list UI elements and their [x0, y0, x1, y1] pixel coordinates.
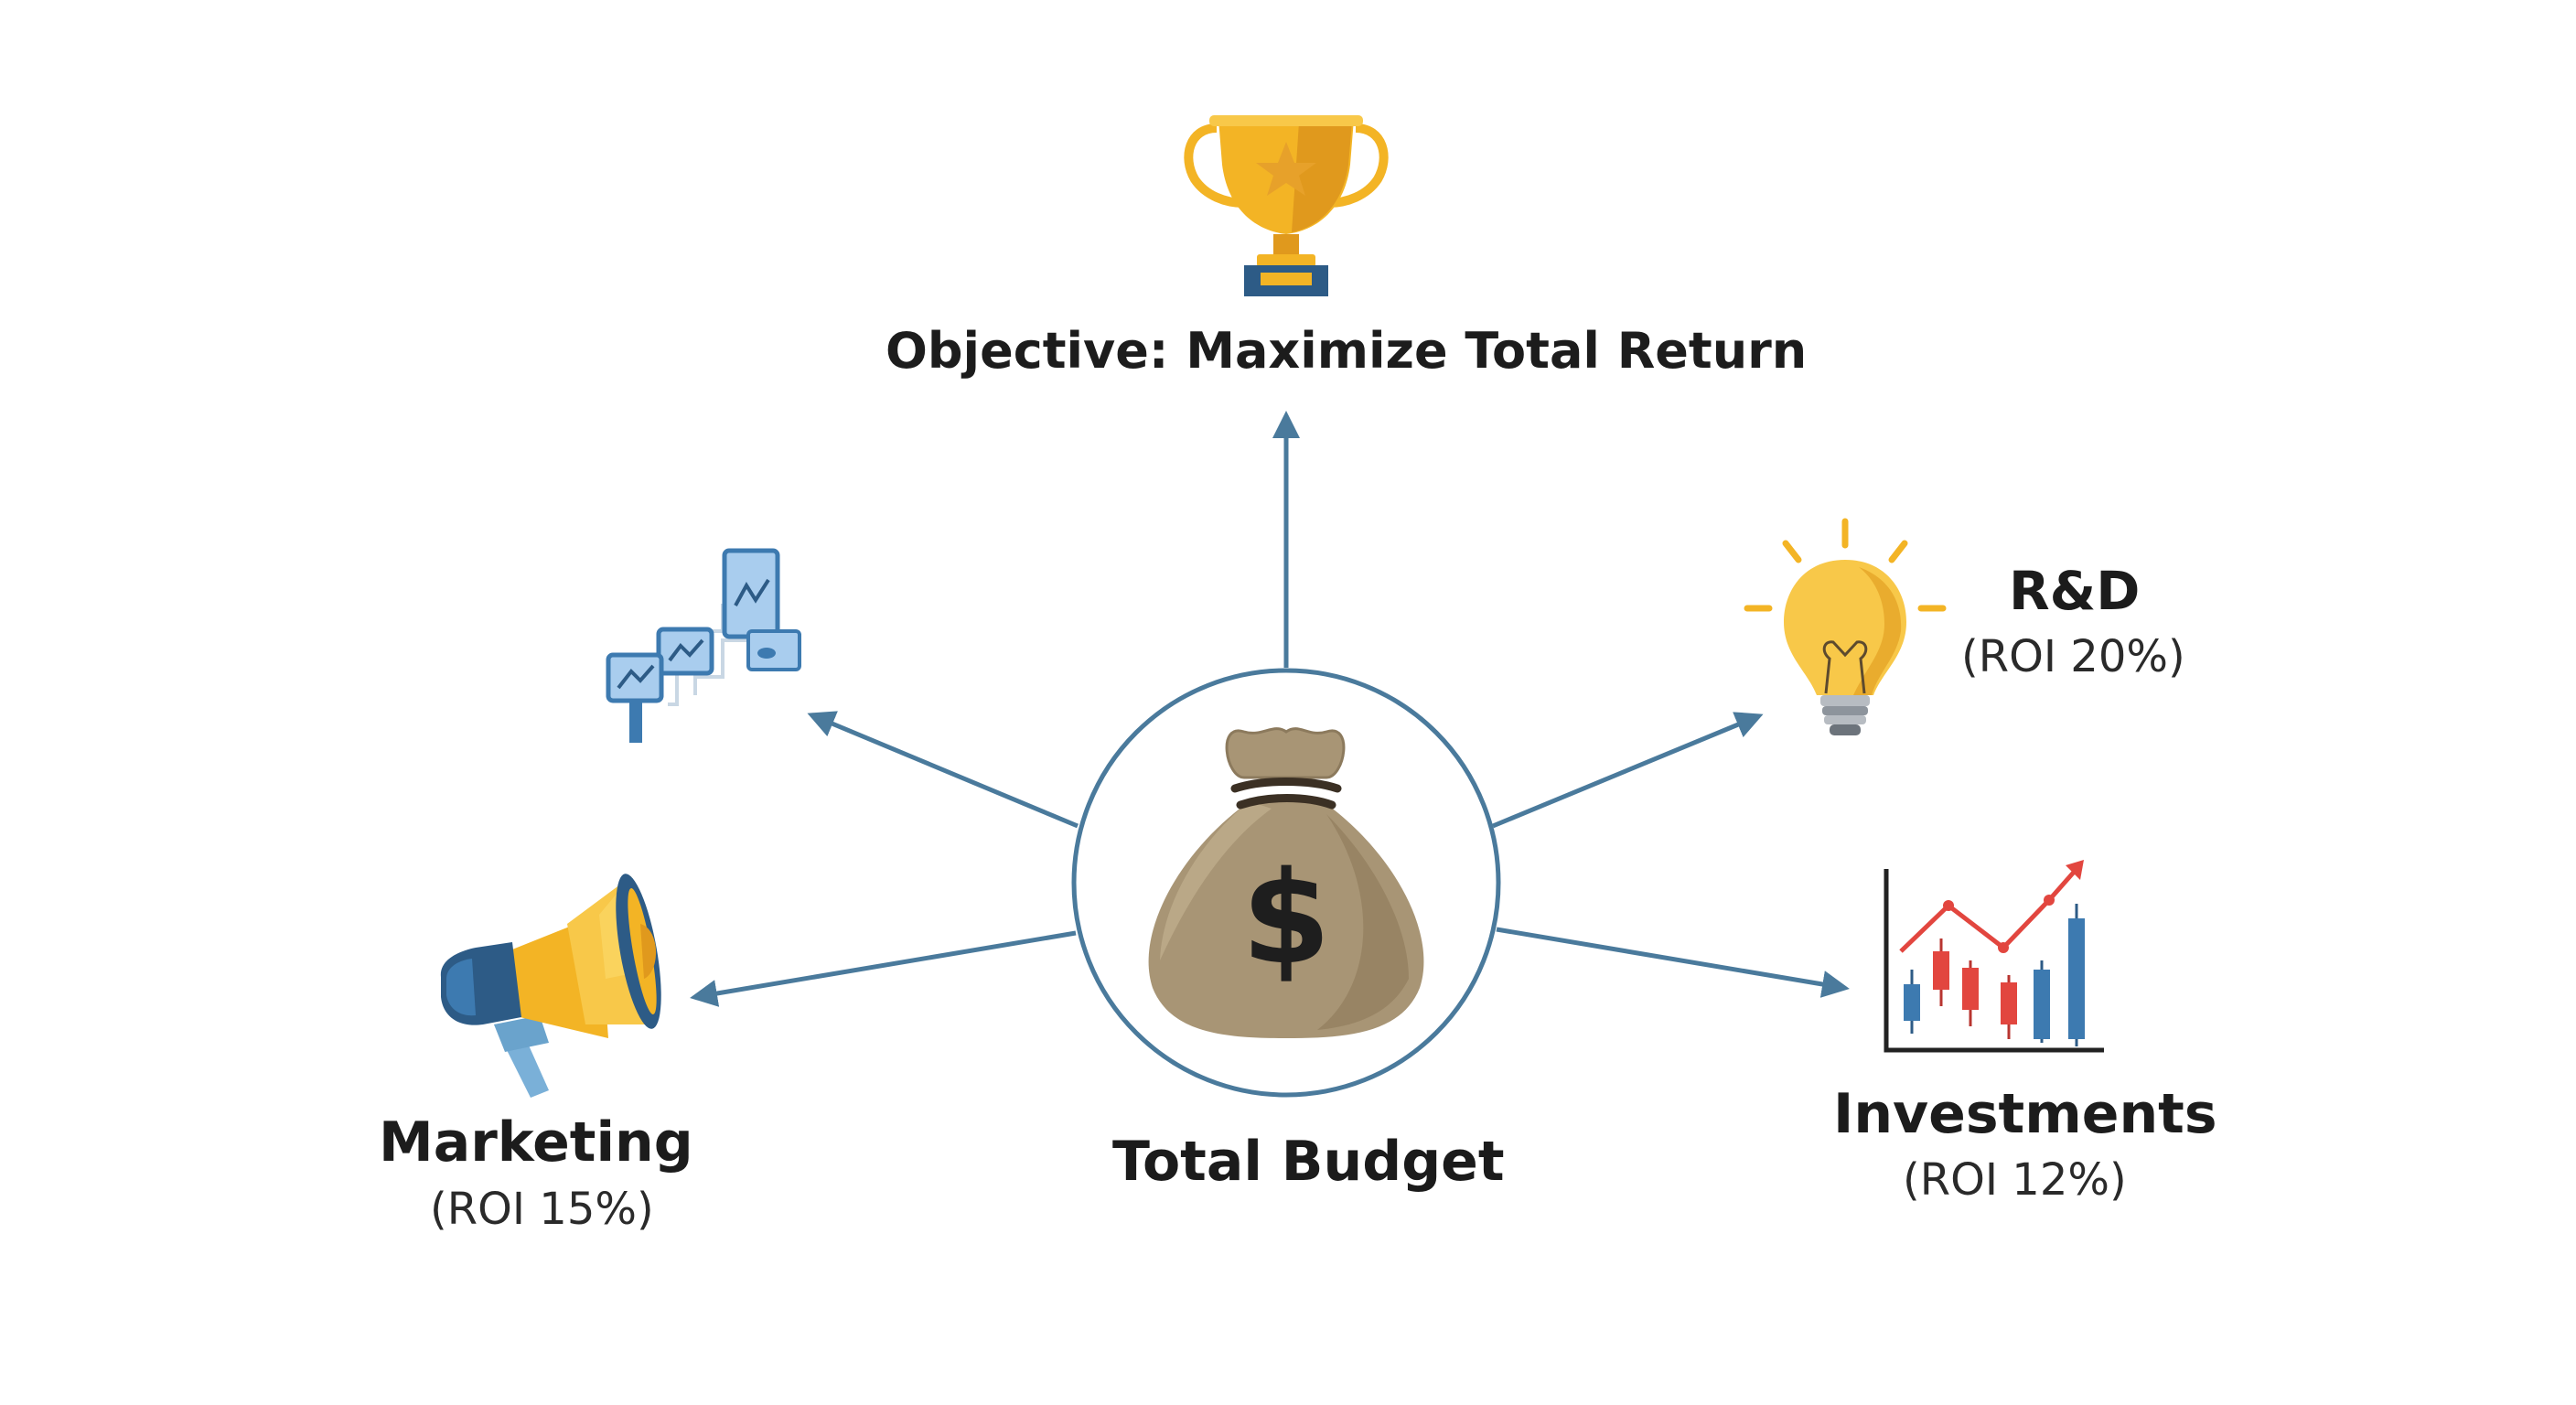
arrow-to-investments	[1496, 927, 1850, 998]
svg-text:$: $	[1241, 844, 1330, 993]
connected-charts-icon	[606, 548, 801, 743]
rd-label: R&D	[2009, 560, 2141, 622]
arrows	[690, 411, 1850, 1007]
marketing-roi-label: (ROI 15%)	[430, 1184, 654, 1235]
lightbulb-icon	[1744, 518, 1947, 735]
arrow-to-charts	[807, 711, 1079, 829]
money-bag-icon: $	[1148, 727, 1424, 1038]
arrow-to-rd	[1492, 712, 1764, 829]
candlestick-chart-icon	[1884, 860, 2104, 1053]
rd-roi-label: (ROI 20%)	[1961, 631, 2185, 682]
megaphone-icon	[440, 874, 661, 1098]
objective-label: Objective: Maximize Total Return	[886, 322, 1808, 380]
arrow-to-marketing	[690, 930, 1077, 1007]
investments-label: Investments	[1833, 1082, 2217, 1146]
trophy-icon	[1184, 115, 1389, 296]
investments-roi-label: (ROI 12%)	[1903, 1154, 2127, 1206]
total-budget-label: Total Budget	[1112, 1130, 1505, 1194]
marketing-label: Marketing	[379, 1110, 693, 1174]
